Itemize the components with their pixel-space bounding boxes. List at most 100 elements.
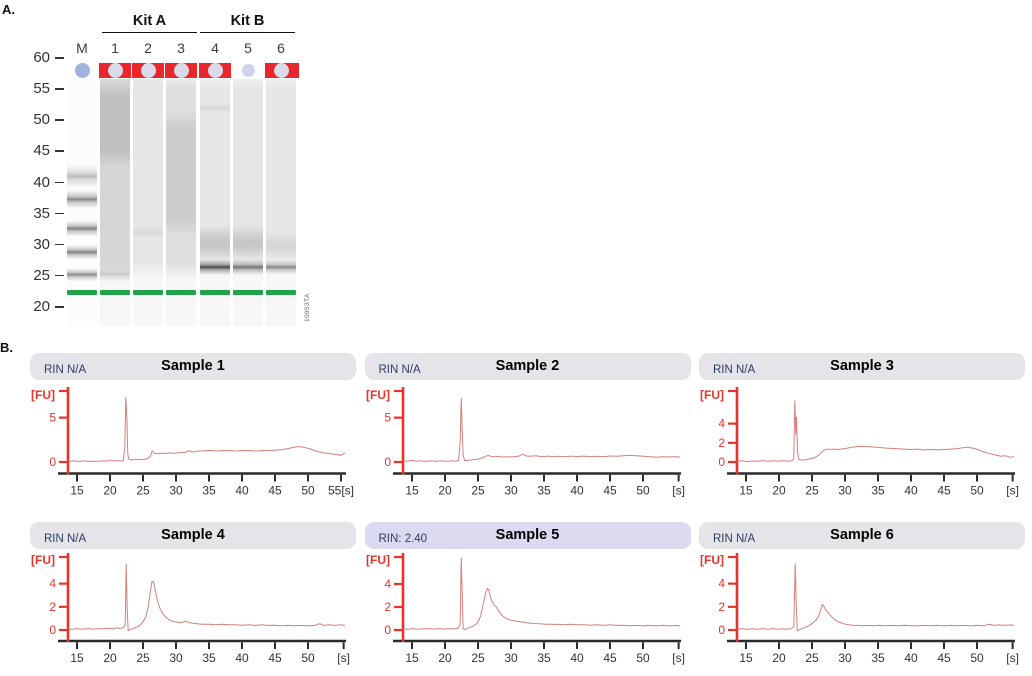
sample-title: Sample 3: [830, 358, 894, 374]
x-tick-label: 20: [438, 651, 452, 665]
rin-value: RIN N/A: [713, 364, 756, 376]
x-tick-label: 35: [202, 651, 216, 665]
ladder-tick-dash: [55, 306, 64, 308]
gel-lane: [233, 79, 263, 326]
sample-title: Sample 1: [161, 358, 225, 374]
x-tick-label: 50: [970, 484, 984, 498]
x-tick-label: 25: [471, 651, 485, 665]
lower-marker-band: [200, 290, 230, 296]
electropherogram-panel: Sample 3 RIN N/A 15 20 25 30 35 40 45 50 [s] 0 2 4 [FU…: [699, 353, 1025, 518]
panel-header-bar: [30, 522, 356, 549]
ladder-tick-dash: [55, 274, 64, 277]
gel-lane: [266, 79, 296, 326]
panel-header-bar: [364, 522, 691, 549]
x-tick-label: 35: [871, 651, 885, 665]
x-tick-label: 25: [136, 484, 150, 498]
fluorescence-trace: [737, 400, 1015, 463]
fu-axis-label: [FU]: [366, 388, 390, 402]
x-tick-label: 15: [739, 651, 753, 665]
x-tick-label: 15: [70, 484, 84, 498]
x-tick-label: 35: [871, 484, 885, 498]
panel-a-label: A.: [2, 2, 15, 17]
gel-lane: [67, 79, 97, 326]
ladder-tick-label: 50: [33, 111, 50, 129]
x-tick-label: 50: [301, 484, 315, 498]
sample-title: Sample 4: [161, 527, 225, 543]
x-tick-label: 45: [603, 484, 617, 498]
electropherogram-plot: 15 20 25 30 35 40 45 50 [s] 0 2 4 [FU]: [700, 553, 1019, 665]
x-tick-label: 40: [570, 484, 584, 498]
faint-dot-icon: [241, 64, 255, 77]
lower-marker-band: [166, 290, 196, 296]
gel-lane: [200, 79, 230, 326]
electropherogram-panel: Sample 1 RIN N/A 15 20 25 30 35 40 45 50 55[s] 0 5 [F…: [30, 353, 356, 518]
sample-title: Sample 5: [495, 527, 560, 543]
x-tick-label: 15: [739, 484, 753, 498]
electropherogram-plot: 15 20 25 30 35 40 45 50 [s] 0 5 [FU]: [366, 387, 685, 498]
x-tick-label: 40: [235, 651, 249, 665]
flag-dot-icon: [107, 63, 123, 78]
y-tick-label: 0: [384, 455, 391, 469]
y-tick-label: 0: [384, 623, 391, 637]
fluorescence-trace: [68, 397, 346, 463]
x-tick-label: 50: [970, 651, 984, 665]
fu-axis-label: [FU]: [700, 553, 724, 567]
y-tick-label: 2: [718, 600, 725, 614]
panel-header-bar: [699, 522, 1025, 549]
flag-dot-icon: [273, 63, 289, 78]
y-tick-label: 5: [49, 411, 56, 425]
y-tick-label: 4: [49, 577, 56, 591]
electropherogram-plot: 15 20 25 30 35 40 45 50 55[s] 0 5 [FU]: [31, 387, 354, 498]
ladder-tick-dash: [55, 150, 64, 152]
x-tick-label: 45: [603, 651, 617, 665]
x-tick-label: [s]: [1006, 651, 1019, 665]
y-tick-label: 2: [49, 600, 56, 614]
x-tick-label: [s]: [672, 484, 685, 498]
ladder-tick-label: 35: [33, 204, 50, 222]
x-tick-label: [s]: [1006, 484, 1019, 498]
y-tick-label: 5: [384, 411, 391, 425]
x-tick-label: 15: [405, 484, 419, 498]
fu-axis-label: [FU]: [31, 388, 55, 402]
kit-group-header: Kit B: [200, 13, 295, 33]
x-tick-label: 30: [169, 651, 183, 665]
ladder-tick-dash: [55, 212, 64, 215]
gel-lane-label: 4: [211, 40, 219, 56]
fluorescence-trace: [68, 563, 346, 632]
panel-header-bar: [30, 353, 356, 380]
rin-value: RIN: 2.40: [378, 533, 428, 545]
y-tick-label: 2: [384, 600, 391, 614]
y-tick-label: 0: [718, 455, 725, 469]
marker-dot-icon: [74, 63, 90, 78]
x-tick-label: 20: [772, 484, 786, 498]
flag-dot-icon: [173, 63, 189, 78]
x-tick-label: 55[s]: [328, 484, 354, 498]
x-tick-label: 35: [537, 651, 551, 665]
ladder-tick-dash: [55, 57, 64, 59]
x-tick-label: 50: [636, 651, 650, 665]
x-tick-label: 30: [169, 484, 183, 498]
x-tick-label: 35: [202, 484, 216, 498]
x-tick-label: 15: [405, 651, 419, 665]
lower-marker-band: [100, 290, 130, 296]
electropherogram-panel: Sample 2 RIN N/A 15 20 25 30 35 40 45 50 [s] 0 5 [FU]: [364, 353, 691, 518]
x-tick-label: 15: [70, 651, 84, 665]
x-tick-label: 45: [937, 651, 951, 665]
x-tick-label: 25: [471, 484, 485, 498]
x-tick-label: [s]: [337, 651, 350, 665]
gel-lane-label: 1: [111, 40, 119, 56]
flag-dot-icon: [207, 63, 223, 78]
ladder-tick-dash: [55, 243, 64, 246]
x-tick-label: 20: [103, 484, 117, 498]
x-tick-label: 40: [235, 484, 249, 498]
fluorescence-trace: [402, 557, 680, 630]
lower-marker-band: [233, 290, 263, 296]
electropherogram-panel: Sample 4 RIN N/A 15 20 25 30 35 40 45 50 [s] 0 2 4 [FU…: [30, 522, 356, 676]
y-tick-label: 4: [718, 577, 725, 591]
y-tick-label: 4: [718, 417, 725, 431]
gel-lane-label: 3: [177, 40, 185, 56]
x-tick-label: 25: [136, 651, 150, 665]
x-tick-label: 50: [301, 651, 315, 665]
